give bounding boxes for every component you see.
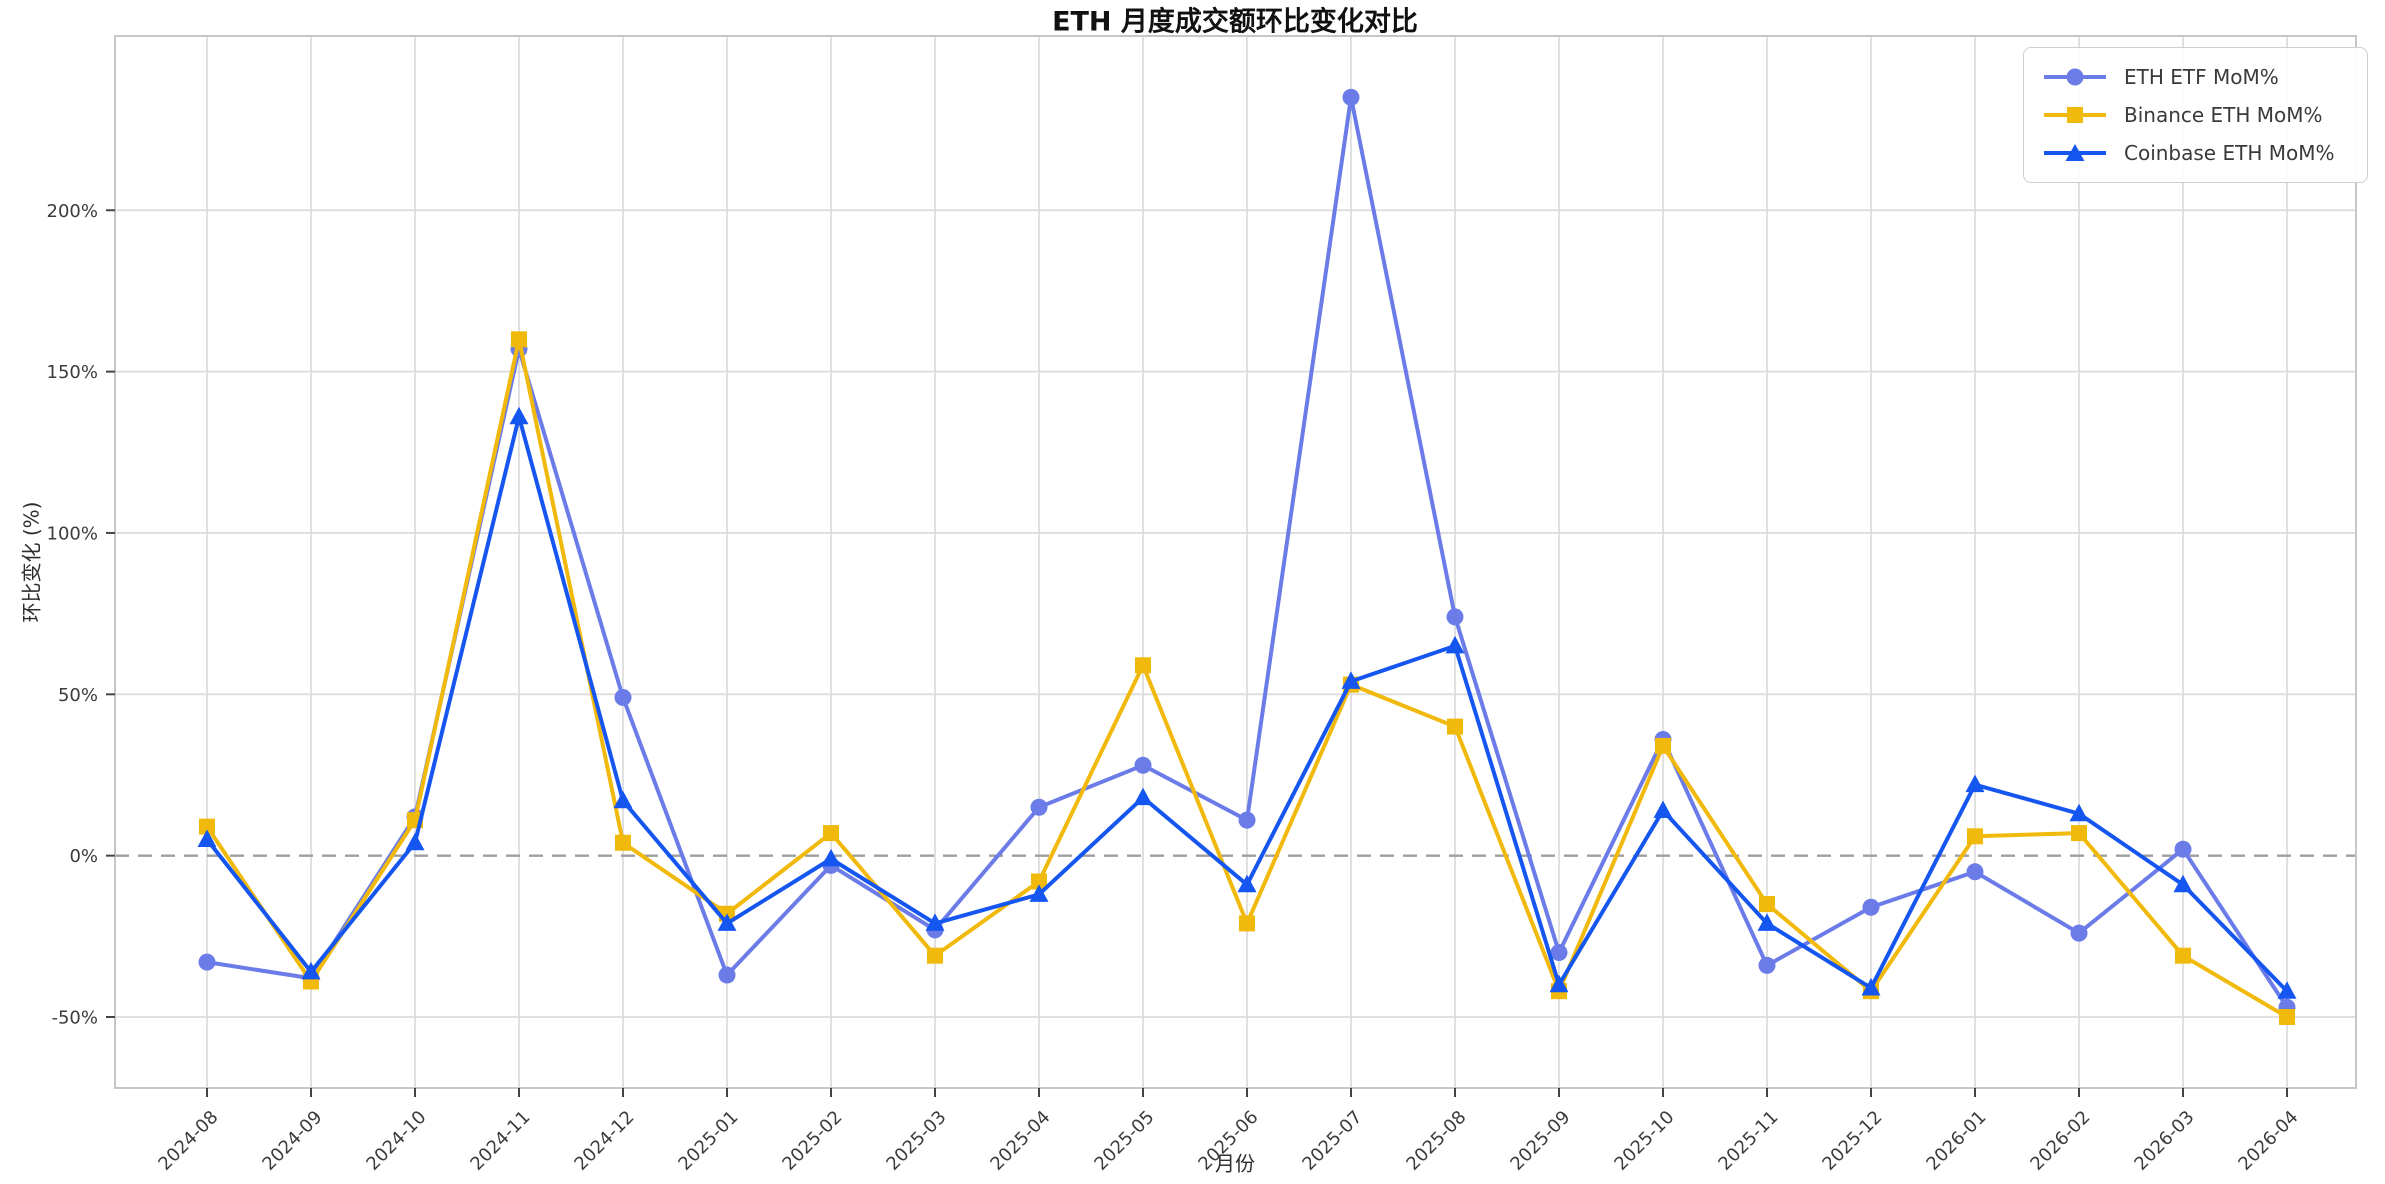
x-tick-label-2025-12: 2025-12	[1818, 1107, 1886, 1175]
marker-binance-eth-mom-2024-08	[199, 818, 215, 835]
plot-border	[114, 35, 2357, 1089]
marker-coinbase-eth-mom-2024-09	[301, 961, 321, 980]
marker-coinbase-eth-mom-2025-08	[1445, 635, 1465, 654]
x-tick-label-2024-08: 2024-08	[154, 1107, 222, 1175]
legend-item-eth-etf: ETH ETF MoM%	[2038, 60, 2357, 94]
marker-binance-eth-mom-2025-05	[1135, 657, 1151, 674]
marker-coinbase-eth-mom-2026-01	[1965, 774, 1985, 793]
series-coinbase-eth-mom	[197, 406, 2297, 999]
marker-coinbase-eth-mom-2025-10	[1653, 800, 1673, 818]
x-tick-label-2026-01: 2026-01	[1922, 1107, 1990, 1175]
x-tick-label-2025-03: 2025-03	[882, 1107, 950, 1175]
x-tick-label-2024-10: 2024-10	[362, 1107, 430, 1175]
marker-coinbase-eth-mom-2024-12	[613, 790, 633, 809]
y-tick-label-150: 150%	[47, 362, 98, 383]
marker-eth-etf-mom-2025-12	[1862, 898, 1880, 916]
marker-coinbase-eth-mom-2025-05	[1133, 787, 1153, 806]
marker-coinbase-eth-mom-2024-11	[509, 406, 529, 425]
marker-coinbase-eth-mom-2025-11	[1757, 913, 1777, 931]
chart-title: ETH 月度成交额环比变化对比	[1052, 6, 1418, 38]
marker-binance-eth-mom-2025-10	[1655, 737, 1671, 754]
marker-binance-eth-mom-2025-03	[927, 947, 943, 964]
gridlines	[115, 36, 2356, 1088]
marker-binance-eth-mom-2025-02	[823, 825, 839, 842]
marker-binance-eth-mom-2026-03	[2175, 947, 2191, 964]
marker-eth-etf-mom-2025-01	[718, 966, 736, 984]
legend-label: Binance ETH MoM%	[2124, 103, 2323, 127]
y-axis-label: 环比变化 (%)	[19, 501, 44, 623]
marker-eth-etf-mom-2025-11	[1758, 956, 1776, 974]
marker-eth-etf-mom-2025-08	[1446, 608, 1464, 626]
marker-eth-etf-mom-2026-01	[1966, 863, 1984, 881]
marker-coinbase-eth-mom-2025-03	[925, 913, 945, 931]
marker-binance-eth-mom-2025-06	[1239, 915, 1255, 932]
x-axis-label: 月份	[1215, 1151, 1255, 1176]
marker-binance-eth-mom-2024-11	[511, 331, 527, 348]
x-tick-label-2025-05: 2025-05	[1090, 1107, 1158, 1175]
legend-label: Coinbase ETH MoM%	[2124, 141, 2335, 165]
marker-coinbase-eth-mom-2025-04	[1029, 884, 1049, 902]
x-tick-label-2024-09: 2024-09	[258, 1107, 326, 1175]
marker-binance-eth-mom-2026-01	[1967, 828, 1983, 845]
marker-eth-etf-mom-2025-09	[1550, 943, 1568, 961]
x-tick-label-2024-12: 2024-12	[570, 1107, 638, 1175]
marker-coinbase-eth-mom-2026-04	[2277, 981, 2297, 999]
legend-item-coinbase: Coinbase ETH MoM%	[2038, 136, 2357, 170]
marker-coinbase-eth-mom-2026-03	[2173, 874, 2193, 893]
x-tick-label-2025-02: 2025-02	[778, 1107, 846, 1175]
marker-eth-etf-mom-2024-12	[614, 689, 632, 707]
legend-line-square-icon	[2044, 107, 2106, 123]
legend-label: ETH ETF MoM%	[2124, 65, 2279, 89]
x-tick-label-2025-11: 2025-11	[1714, 1107, 1782, 1175]
marker-coinbase-eth-mom-2026-02	[2069, 803, 2089, 822]
marker-binance-eth-mom-2025-11	[1759, 896, 1775, 913]
marker-eth-etf-mom-2025-06	[1238, 811, 1256, 829]
y-tick-label-100: 100%	[47, 523, 98, 544]
marker-coinbase-eth-mom-2025-01	[717, 913, 737, 931]
legend-item-binance: Binance ETH MoM%	[2038, 98, 2357, 132]
marker-coinbase-eth-mom-2025-02	[821, 848, 841, 867]
marker-coinbase-eth-mom-2024-08	[197, 829, 217, 848]
x-tick-label-2025-07: 2025-07	[1298, 1107, 1366, 1175]
x-tick-label-2025-04: 2025-04	[986, 1107, 1054, 1175]
marker-eth-etf-mom-2026-02	[2070, 924, 2088, 942]
x-tick-label-2025-10: 2025-10	[1610, 1107, 1678, 1175]
marker-eth-etf-mom-2025-07	[1342, 88, 1360, 106]
y-tick-label--50: -50%	[51, 1008, 98, 1029]
y-tick-label-50: 50%	[58, 685, 98, 706]
marker-binance-eth-mom-2024-12	[615, 834, 631, 851]
x-tick-label-2024-11: 2024-11	[466, 1107, 534, 1175]
y-tick-label-0: 0%	[69, 846, 98, 867]
marker-binance-eth-mom-2025-04	[1031, 873, 1047, 890]
axis-ticks: -50% 0% 50% 100% 150% 200% 2024-08 2024-09 2024-…	[47, 201, 2303, 1175]
marker-eth-etf-mom-2025-04	[1030, 798, 1048, 816]
marker-eth-etf-mom-2026-03	[2174, 840, 2192, 858]
x-tick-label-2025-01: 2025-01	[674, 1107, 742, 1175]
marker-coinbase-eth-mom-2025-09	[1549, 974, 1569, 993]
marker-eth-etf-mom-2024-08	[198, 953, 216, 971]
x-tick-label-2026-04: 2026-04	[2234, 1107, 2302, 1175]
marker-eth-etf-mom-2025-05	[1134, 756, 1152, 774]
legend: ETH ETF MoM% Binance ETH MoM% Coinbase E…	[2023, 47, 2368, 183]
x-tick-label-2025-09: 2025-09	[1506, 1107, 1574, 1175]
marker-coinbase-eth-mom-2025-06	[1237, 874, 1257, 893]
x-tick-label-2025-08: 2025-08	[1402, 1107, 1470, 1175]
legend-line-triangle-icon	[2044, 144, 2106, 161]
legend-line-circle-icon	[2044, 68, 2106, 86]
x-tick-label-2026-03: 2026-03	[2130, 1107, 2198, 1175]
marker-coinbase-eth-mom-2025-12	[1861, 977, 1881, 996]
marker-binance-eth-mom-2026-02	[2071, 825, 2087, 842]
x-tick-label-2026-02: 2026-02	[2026, 1107, 2094, 1175]
marker-binance-eth-mom-2025-08	[1447, 718, 1463, 735]
y-tick-label-200: 200%	[47, 201, 98, 222]
marker-coinbase-eth-mom-2025-07	[1341, 671, 1361, 689]
marker-coinbase-eth-mom-2024-10	[405, 832, 425, 851]
marker-binance-eth-mom-2026-04	[2279, 1009, 2295, 1026]
